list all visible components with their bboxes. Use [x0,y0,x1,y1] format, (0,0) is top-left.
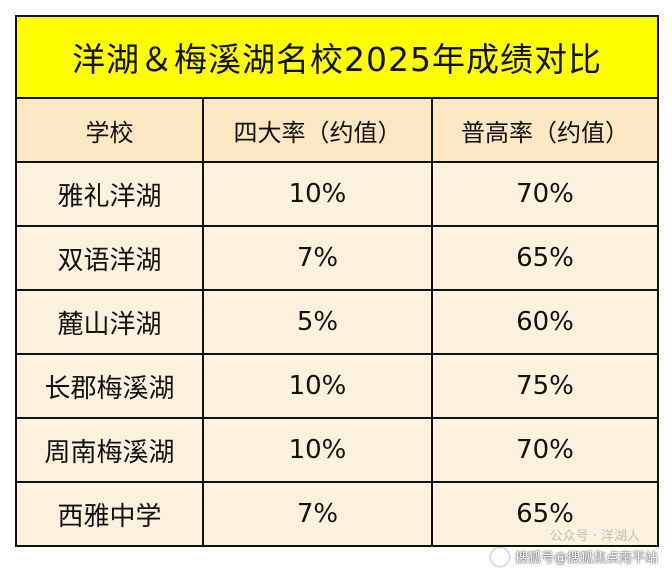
comparison-table: 洋湖＆梅溪湖名校2025年成绩对比 学校 四大率（约值） 普高率（约值） 雅礼洋… [15,15,659,547]
highschool-rate: 70% [431,417,659,483]
highschool-rate: 75% [431,353,659,419]
table-row: 长郡梅溪湖 10% 75% [15,353,659,419]
table-row: 西雅中学 7% 65% [15,481,659,547]
highschool-rate: 60% [431,289,659,355]
table-row: 雅礼洋湖 10% 70% [15,161,659,227]
highschool-rate: 65% [431,481,659,547]
title-row: 洋湖＆梅溪湖名校2025年成绩对比 [15,15,659,99]
school-name: 西雅中学 [15,481,204,547]
top4-rate: 10% [202,353,433,419]
highschool-rate: 70% [431,161,659,227]
top4-rate: 7% [202,481,433,547]
school-name: 麓山洋湖 [15,289,204,355]
table-row: 双语洋湖 7% 65% [15,225,659,291]
header-top4-rate: 四大率（约值） [202,97,433,163]
watermark: 公众号 · 洋湖人 搜狐号@搜狐焦点南平站 [490,529,658,566]
school-name: 双语洋湖 [15,225,204,291]
top4-rate: 10% [202,161,433,227]
top4-rate: 7% [202,225,433,291]
table-row: 麓山洋湖 5% 60% [15,289,659,355]
table-row: 周南梅溪湖 10% 70% [15,417,659,483]
sohu-icon [490,547,509,566]
header-row: 学校 四大率（约值） 普高率（约值） [15,97,659,163]
watermark-text: 搜狐号@搜狐焦点南平站 [514,551,658,566]
watermark-faint-text: 公众号 · 洋湖人 [549,529,640,544]
school-name: 雅礼洋湖 [15,161,204,227]
table-title: 洋湖＆梅溪湖名校2025年成绩对比 [15,15,659,99]
highschool-rate: 65% [431,225,659,291]
top4-rate: 10% [202,417,433,483]
header-school: 学校 [15,97,204,163]
school-name: 长郡梅溪湖 [15,353,204,419]
school-name: 周南梅溪湖 [15,417,204,483]
top4-rate: 5% [202,289,433,355]
header-highschool-rate: 普高率（约值） [431,97,659,163]
